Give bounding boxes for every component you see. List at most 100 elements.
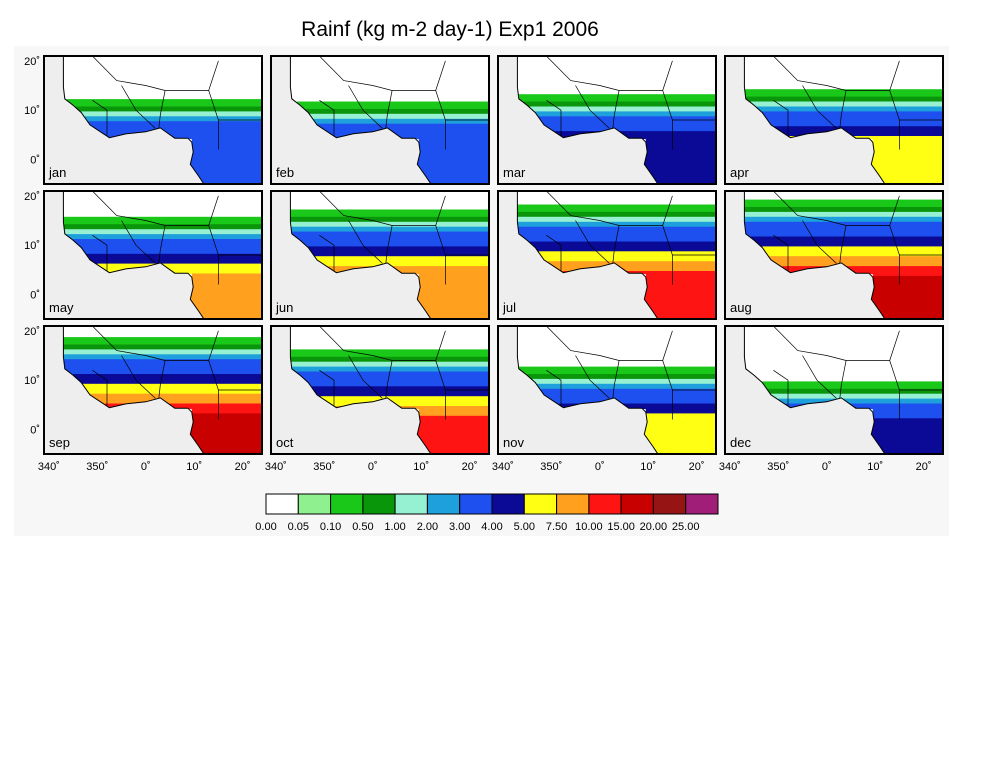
country-border [773, 190, 900, 226]
country-border [575, 355, 610, 399]
rain-band-cell [63, 349, 263, 353]
rain-band-cell [317, 258, 489, 262]
colorbar-label: 7.50 [546, 521, 567, 533]
rain-band-cell [540, 253, 716, 257]
rain-band-cell [191, 145, 262, 149]
rain-band-cell [191, 138, 262, 142]
rain-band-cell [315, 121, 489, 125]
rain-band-cell [202, 315, 262, 319]
rain-band-cell [290, 351, 489, 355]
rain-band-cell [645, 275, 716, 279]
rain-band-cell [517, 207, 716, 211]
rain-band-cell [645, 145, 716, 149]
rain-band-cell [873, 300, 943, 304]
rain-band-cell [418, 273, 489, 277]
coastline [516, 325, 717, 455]
y-tick-label: 20˚ [24, 326, 40, 338]
rain-band-cell [656, 315, 716, 319]
coastline [743, 325, 944, 455]
colorbar-swatch [265, 493, 299, 515]
x-tick-label: 20˚ [235, 461, 251, 473]
rain-band-cell [200, 447, 262, 451]
rain-band-cell [429, 180, 489, 184]
rain-band-cell [774, 126, 943, 130]
rain-band-cell [192, 300, 262, 304]
country-border [92, 235, 108, 271]
rain-band-cell [63, 342, 263, 346]
colorbar-swatch [620, 493, 654, 515]
rain-band-cell [191, 413, 262, 417]
rain-band-cell [193, 303, 262, 307]
rain-band-cell [872, 425, 943, 429]
rain-band-cell [532, 243, 716, 247]
rain-band-cell [429, 315, 489, 319]
rain-band-cell [527, 374, 716, 378]
rain-band-cell [418, 420, 489, 424]
rain-band-cell [517, 224, 716, 228]
rain-band-cell [645, 138, 716, 142]
rain-band-cell [535, 111, 716, 115]
rain-band-cell [789, 406, 943, 410]
colorbar-swatch [523, 493, 558, 515]
country-border [612, 90, 620, 129]
rain-band-cell [291, 364, 489, 368]
month-label: oct [276, 435, 294, 450]
colorbar-label: 20.00 [640, 521, 668, 533]
rain-band-cell [878, 172, 943, 176]
rain-band-cell [523, 101, 716, 105]
rain-band-cell [881, 312, 943, 316]
rain-band-cell [535, 246, 716, 250]
rain-band-cell [190, 430, 262, 434]
colorbar-label: 10.00 [575, 521, 603, 533]
rain-band-cell [419, 300, 489, 304]
rain-band-cell [63, 221, 262, 225]
rain-band-cell [645, 283, 716, 287]
rain-band-cell [290, 219, 489, 223]
rain-band-cell [518, 94, 716, 98]
month-label: mar [503, 165, 526, 180]
precip-field [517, 204, 716, 319]
rain-band-cell [517, 216, 716, 220]
rain-band-cell [767, 253, 943, 257]
rain-band-cell [308, 246, 489, 250]
rain-band-cell [872, 418, 943, 422]
rain-band-cell [84, 251, 262, 255]
precip-field [744, 89, 943, 184]
coastline [743, 190, 944, 320]
rain-band-cell [872, 290, 943, 294]
rain-band-cell [646, 300, 716, 304]
colorbar-label: 25.00 [672, 521, 700, 533]
x-tick-label: 10˚ [186, 461, 202, 473]
rain-band-cell [64, 364, 263, 368]
country-border [773, 370, 789, 406]
month-label: jul [502, 300, 516, 315]
rain-band-cell [653, 445, 716, 449]
rain-band-cell [555, 401, 716, 405]
rain-band-cell [424, 307, 489, 311]
country-border [385, 90, 393, 129]
coastline [289, 55, 490, 185]
rain-band-cell [191, 285, 262, 289]
rain-band-cell [66, 234, 262, 238]
rain-band-cell [290, 221, 489, 225]
rain-band-cell [872, 428, 943, 432]
rain-band-cell [191, 420, 262, 424]
rain-band-cell [417, 433, 489, 437]
rain-band-cell [771, 123, 943, 127]
rain-band-cell [108, 136, 262, 140]
rain-band-cell [517, 204, 716, 208]
rain-band-cell [645, 418, 716, 422]
rain-band-cell [654, 447, 716, 451]
rain-band-cell [305, 378, 489, 382]
rain-band-cell [418, 278, 489, 282]
rain-band-cell [191, 153, 262, 157]
rain-band-cell [202, 180, 262, 184]
rain-band-cell [296, 236, 489, 240]
rain-band-cell [63, 337, 263, 341]
colorbar-label: 0.05 [288, 521, 309, 533]
rain-band-cell [83, 248, 262, 252]
rain-band-cell [305, 108, 489, 112]
rain-band-cell [417, 160, 489, 164]
colorbar: 0.00 0.05 0.10 0.50 1.00 2.00 3.00 4.00 5.00 7.50… [255, 493, 719, 533]
